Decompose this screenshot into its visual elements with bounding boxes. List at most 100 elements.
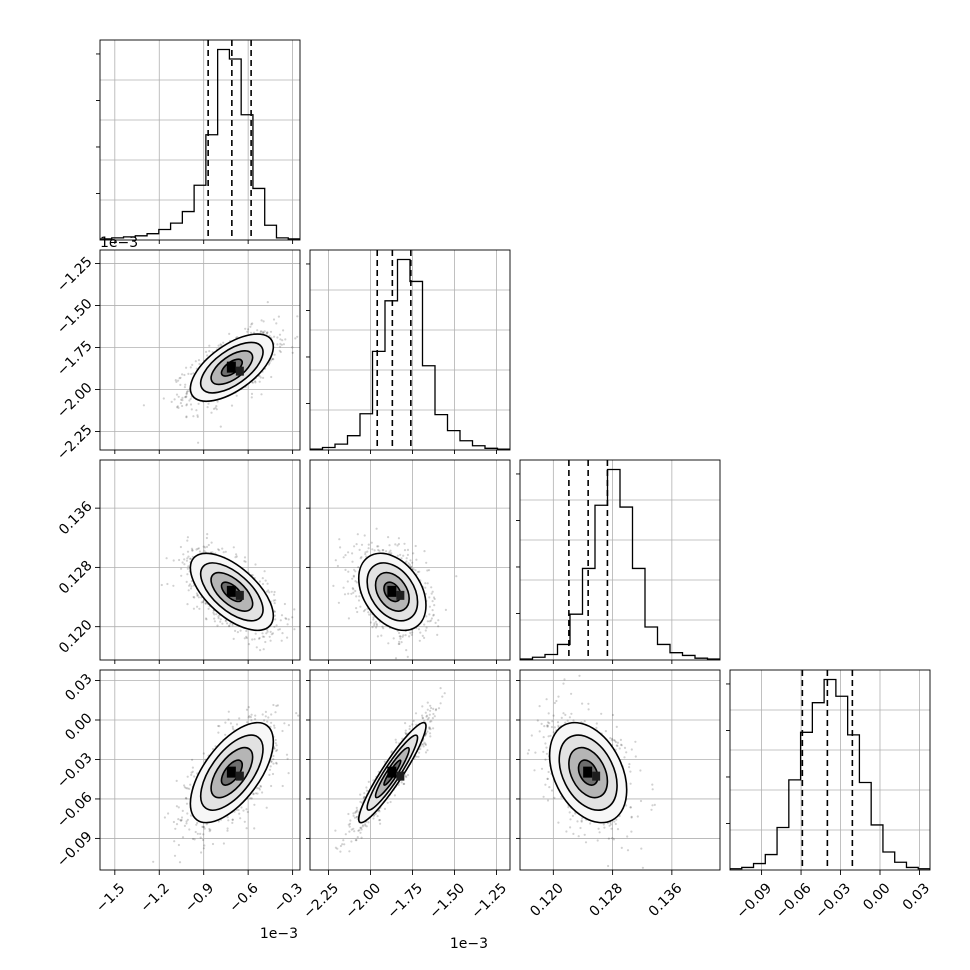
sample-point (355, 815, 359, 818)
sample-point (186, 536, 189, 539)
sample-point (181, 404, 184, 408)
sample-point (177, 843, 180, 847)
sample-point (424, 751, 428, 754)
sample-point (426, 708, 429, 711)
sample-point (577, 835, 580, 838)
sample-point (356, 533, 359, 536)
sample-point (186, 557, 189, 560)
sample-point (185, 416, 188, 419)
sample-point (192, 595, 195, 599)
y-tick-label: 0.00 (62, 710, 95, 743)
sample-point (184, 396, 187, 399)
sample-point (432, 614, 435, 617)
sample-point (202, 752, 205, 755)
sample-point (546, 721, 550, 724)
sample-point (394, 657, 398, 660)
sample-point (547, 770, 550, 774)
sample-point (403, 549, 407, 552)
sample-point (252, 793, 255, 796)
sample-point (166, 582, 169, 586)
sample-point (553, 701, 557, 705)
sample-point (429, 720, 432, 723)
sample-point (173, 398, 176, 401)
sample-point (399, 553, 402, 556)
sample-point (429, 709, 432, 712)
sample-point (424, 629, 427, 632)
sample-point (272, 358, 275, 361)
sample-point (348, 830, 351, 833)
y-tick-label: −1.75 (54, 338, 96, 380)
sample-point (429, 732, 432, 735)
sample-point (428, 620, 431, 623)
sample-point (269, 630, 272, 634)
sample-point (352, 588, 355, 591)
y-tick-label: −1.25 (54, 254, 96, 296)
sample-point (595, 722, 598, 725)
sample-point (421, 705, 424, 708)
y-tick-label: 0.128 (56, 558, 96, 598)
sample-point (611, 713, 615, 717)
sample-point (268, 635, 271, 638)
sample-point (205, 618, 208, 621)
sample-point (432, 613, 435, 616)
sample-point (430, 720, 433, 723)
sample-point (295, 712, 298, 715)
sample-point (227, 625, 231, 628)
sample-point (443, 692, 446, 695)
sample-point (237, 808, 240, 812)
sample-point (383, 760, 386, 763)
panel-frame (519, 669, 721, 871)
sample-point (206, 354, 209, 357)
sample-point (408, 725, 411, 728)
sample-point (271, 357, 274, 360)
sample-point (287, 618, 290, 621)
sample-point (401, 737, 404, 740)
sample-point (231, 725, 234, 729)
sample-point (190, 408, 193, 411)
sample-point (421, 714, 424, 717)
density-peak (396, 771, 405, 781)
sample-point (276, 748, 279, 752)
sample-point (367, 543, 370, 546)
sample-point (429, 735, 432, 738)
sample-point (249, 716, 252, 719)
sample-point (202, 825, 205, 828)
sample-point (196, 605, 199, 608)
sample-point (397, 642, 400, 646)
sample-point (189, 397, 192, 400)
sample-point (181, 396, 184, 399)
sample-point (189, 366, 192, 369)
sample-point (359, 605, 362, 608)
sample-point (177, 379, 180, 382)
sample-point (348, 825, 351, 828)
sample-point (547, 735, 550, 738)
sample-point (611, 837, 614, 840)
sample-point (231, 818, 234, 821)
sample-point (235, 394, 238, 397)
sample-point (195, 823, 198, 826)
sample-point (273, 353, 276, 356)
sample-point (181, 809, 184, 813)
sample-point (229, 622, 232, 625)
sample-point (568, 811, 571, 814)
sample-point (270, 784, 273, 788)
sample-point (185, 392, 188, 396)
sample-point (347, 812, 350, 816)
sample-point (380, 634, 383, 637)
sample-point (201, 825, 204, 829)
sample-point (254, 792, 258, 795)
sample-point (435, 708, 438, 711)
sample-point (418, 639, 421, 642)
sample-point (239, 817, 242, 820)
sample-point (224, 721, 227, 724)
histogram-panel-1 (306, 249, 511, 451)
sample-point (342, 586, 345, 589)
sample-point (373, 622, 376, 625)
sample-point (421, 717, 425, 720)
sample-point (629, 770, 632, 773)
sample-point (215, 613, 218, 616)
sample-point (546, 724, 549, 727)
sample-point (273, 602, 276, 605)
sample-point (250, 719, 253, 722)
